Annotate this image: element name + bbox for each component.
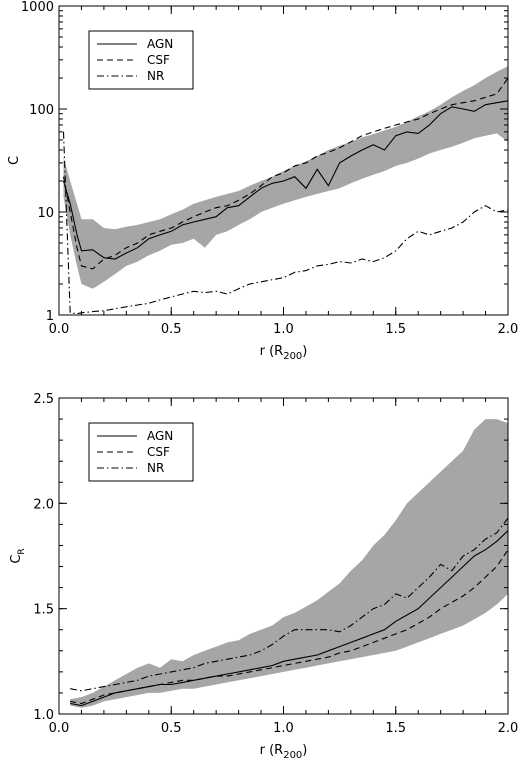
top-spread-band	[63, 66, 508, 289]
bottom-legend-label-nr: NR	[147, 461, 164, 475]
bottom-axis-ticks: 0.0 0.5 1.0 1.5 2.0 1.0 1.5 2.0 2.5	[33, 392, 518, 736]
top-x-tick-label: 0.5	[161, 322, 182, 337]
top-x-tick-label: 1.0	[273, 322, 294, 337]
top-series-csf-line	[62, 77, 509, 270]
chart-bottom: 0.0 0.5 1.0 1.5 2.01.01.52.02.5 r (R200) CR …	[9, 392, 518, 760]
bottom-series-nr-line	[70, 517, 509, 692]
bottom-x-axis-label: r (R200)	[260, 743, 308, 760]
top-series-nr-line	[62, 131, 509, 315]
bottom-y-axis-label: CR	[9, 548, 27, 563]
bottom-legend-label-csf: CSF	[147, 445, 170, 459]
top-legend-label-csf: CSF	[147, 53, 170, 67]
bottom-y-tick-label: 1.0	[33, 708, 54, 723]
top-y-tick-label: 1	[46, 309, 54, 324]
bottom-legend: AGN CSF NR	[88, 422, 194, 482]
top-series-agn-line	[62, 100, 509, 260]
top-axis-ticks: 0.0 0.5 1.0 1.5 2.0 1 10 100 1000	[21, 0, 518, 337]
bottom-y-tick-label: 1.5	[33, 603, 54, 618]
bottom-series-csf-line	[70, 549, 509, 705]
bottom-series-lines	[70, 517, 509, 707]
bottom-legend-box	[88, 422, 194, 482]
top-band-area	[63, 66, 508, 289]
top-y-tick-label: 1000	[21, 0, 54, 15]
top-legend-box	[88, 30, 194, 90]
bottom-x-tick-label: 2.0	[498, 721, 519, 736]
top-legend-label-agn: AGN	[147, 37, 173, 51]
top-y-tick-label: 10	[37, 206, 54, 221]
bottom-x-tick-label: 1.0	[273, 721, 294, 736]
top-x-axis-label: r (R200)	[260, 344, 308, 362]
top-x-tick-label: 1.5	[385, 322, 406, 337]
bottom-x-tick-label: 1.5	[385, 721, 406, 736]
top-x-tick-label: 2.0	[498, 322, 519, 337]
bottom-x-tick-label: 0.5	[161, 721, 182, 736]
top-x-tick-label: 0.0	[49, 322, 70, 337]
bottom-spread-band	[70, 419, 508, 708]
bottom-y-tick-label: 2.5	[33, 392, 54, 407]
bottom-band-area	[70, 419, 508, 708]
chart-top: 0.0 0.5 1.0 1.5 2.0 1 10 100 1000 r (R200) C AGN…	[7, 0, 518, 362]
top-y-axis-label: C	[7, 156, 22, 165]
top-legend-label-nr: NR	[147, 69, 164, 83]
bottom-x-tick-label: 0.0	[49, 721, 70, 736]
top-series-lines	[62, 77, 509, 315]
bottom-legend-label-agn: AGN	[147, 429, 173, 443]
bottom-y-tick-label: 2.0	[33, 497, 54, 512]
top-legend: AGN CSF NR	[88, 30, 194, 90]
top-y-tick-label: 100	[29, 103, 54, 118]
